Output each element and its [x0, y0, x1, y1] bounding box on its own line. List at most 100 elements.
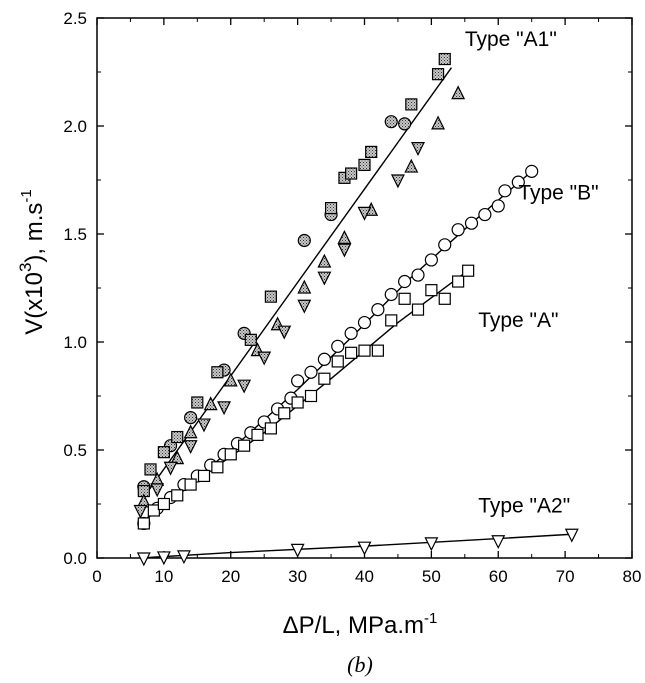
x-axis-title: ΔP/L, MPa.m-1 [283, 610, 438, 639]
data-point-triangle-down-filled [317, 271, 332, 286]
data-point-circle-open [317, 352, 331, 366]
data-point-triangle-down-open [491, 535, 506, 550]
data-point-circle-open [357, 315, 372, 330]
plot-frame [96, 17, 633, 559]
data-point-square-open [224, 448, 237, 461]
data-point-square-open [137, 517, 150, 530]
data-point-square-open [238, 439, 251, 452]
data-point-square-filled [431, 68, 445, 81]
annotation-label: Type "A1" [465, 28, 557, 51]
data-point-square-filled [157, 446, 170, 459]
data-point-circle-open [291, 374, 305, 388]
data-point-square-open [385, 314, 398, 327]
x-tick-label: 0 [92, 567, 101, 586]
data-point-triangle-up-filled [223, 372, 238, 387]
data-point-circle-open [331, 339, 345, 353]
data-point-circle-open [411, 268, 425, 282]
y-tick-label: 1.0 [63, 333, 87, 352]
data-point-triangle-up-filled [451, 85, 466, 100]
data-point-square-open [345, 346, 358, 359]
data-point-triangle-down-open [176, 550, 191, 565]
data-point-triangle-down-filled [390, 174, 405, 189]
y-tick-label: 0.0 [63, 549, 87, 568]
data-point-square-open [452, 275, 465, 288]
data-point-triangle-down-filled [411, 142, 425, 156]
data-point-triangle-up-filled [317, 253, 332, 268]
data-point-square-open [438, 292, 451, 305]
data-point-square-filled [438, 52, 451, 66]
data-point-square-open [184, 478, 197, 491]
data-point-triangle-up-filled [297, 279, 312, 294]
figure-caption: (b) [347, 652, 373, 677]
data-point-circle-open [511, 175, 525, 189]
y-tick-label: 2.0 [63, 117, 87, 136]
data-point-square-open [291, 396, 304, 409]
data-point-square-filled [211, 366, 224, 379]
data-point-circle-filled [384, 115, 398, 129]
plot-border [96, 17, 633, 559]
data-point-triangle-down-filled [150, 483, 165, 498]
data-point-triangle-down-filled [277, 325, 292, 340]
x-tick-label: 80 [623, 567, 642, 586]
annotation-label: Type "B" [518, 181, 598, 204]
data-point-square-open [304, 389, 318, 403]
data-point-circle-open [451, 223, 465, 237]
data-point-circle-open [344, 326, 358, 340]
data-point-triangle-up-filled [337, 229, 352, 244]
data-point-square-filled [244, 333, 257, 346]
x-tick-label: 60 [489, 567, 508, 586]
data-point-triangle-down-open [136, 552, 151, 567]
data-point-triangle-up-filled [431, 115, 446, 130]
data-point-triangle-up-filled [404, 158, 419, 173]
data-point-circle-open [304, 365, 318, 379]
data-point-square-filled [191, 396, 204, 409]
data-point-triangle-down-filled [163, 461, 178, 476]
data-point-triangle-down-filled [257, 351, 272, 366]
data-point-square-open [197, 469, 211, 483]
data-point-triangle-down-filled [337, 243, 352, 258]
data-point-triangle-down-open [564, 528, 579, 543]
y-tick-label: 0.5 [63, 441, 87, 460]
data-point-triangle-down-filled [197, 418, 211, 433]
data-point-triangle-up-filled [183, 424, 198, 439]
x-tick-label: 70 [556, 567, 575, 586]
data-point-circle-open [384, 287, 398, 302]
data-point-square-open [157, 497, 170, 511]
data-point-circle-open [424, 253, 438, 267]
x-tick-label: 20 [221, 567, 240, 586]
data-point-circle-open [438, 238, 452, 252]
data-point-square-filled [358, 158, 371, 171]
x-tick-label: 10 [154, 567, 173, 586]
data-point-circle-filled [184, 411, 198, 425]
data-point-triangle-down-open [424, 537, 439, 552]
type-annotations: Type "A1" Type "B" Type "A" Type "A2" [465, 28, 599, 518]
data-point-circle-open [491, 199, 505, 213]
y-tick-label: 1.5 [63, 225, 87, 244]
x-axis-ticks: 0 10 20 30 40 50 60 70 80 [92, 18, 641, 586]
data-point-square-open [147, 504, 160, 517]
data-point-square-open [264, 422, 277, 435]
annotation-label: Type "A" [478, 309, 558, 332]
data-point-square-filled [345, 167, 358, 180]
data-point-circle-filled [398, 117, 412, 131]
data-point-square-open [211, 461, 224, 474]
data-point-triangle-down-filled [217, 401, 232, 416]
y-axis-ticks: 0.0 0.5 1.0 1.5 2.0 2.5 [63, 9, 632, 568]
data-point-triangle-up-filled [170, 450, 185, 465]
data-point-square-open [278, 407, 291, 420]
x-tick-label: 40 [355, 567, 374, 586]
x-tick-label: 50 [422, 567, 441, 586]
data-point-square-open [331, 355, 344, 368]
data-point-triangle-down-filled [297, 299, 312, 314]
data-point-circle-open [398, 274, 412, 289]
data-point-triangle-up-filled [203, 396, 218, 411]
data-point-square-open [411, 303, 425, 316]
data-point-square-filled [365, 145, 378, 159]
data-point-triangle-down-open [357, 541, 372, 556]
data-point-circle-open [478, 207, 492, 222]
data-point-square-open [398, 292, 411, 305]
data-point-square-filled [171, 430, 184, 444]
data-point-triangle-down-filled [357, 206, 372, 221]
data-point-square-open [371, 344, 384, 357]
